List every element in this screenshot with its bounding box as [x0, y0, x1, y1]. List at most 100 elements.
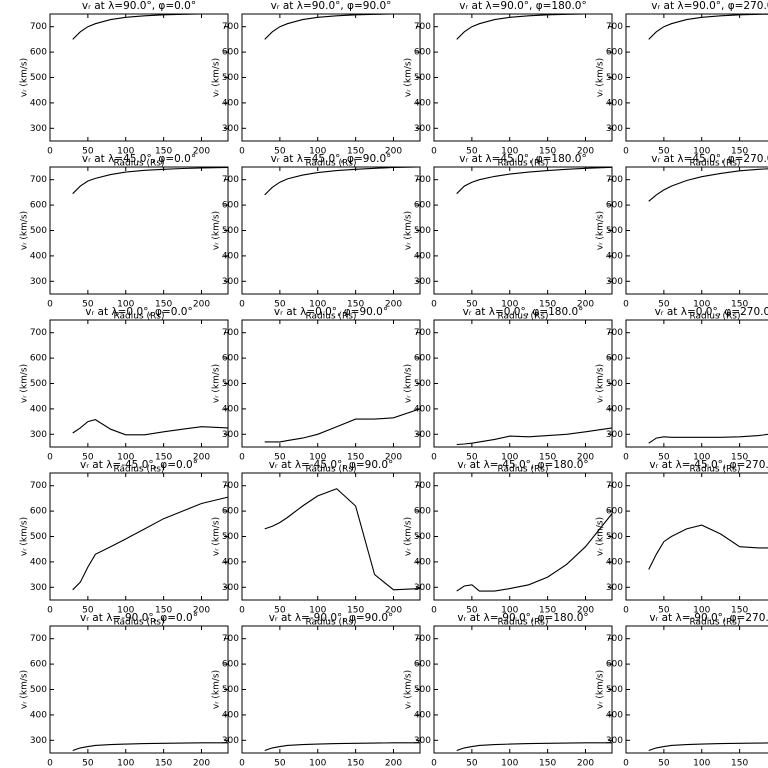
y-tick-label: 700 [606, 175, 623, 185]
y-axis-label: vᵣ (km/s) [596, 364, 606, 403]
y-tick-label: 700 [222, 328, 239, 338]
panel-title: vᵣ at λ=45.0°, φ=0.0° [82, 153, 196, 165]
panel: vᵣ at λ=0.0°, φ=180.0°Radius (Rs)vᵣ (km/… [404, 306, 613, 475]
x-tick-label: 150 [155, 147, 172, 157]
x-tick-label: 200 [385, 453, 402, 463]
y-tick-label: 300 [606, 430, 623, 440]
x-tick-label: 150 [539, 147, 556, 157]
x-tick-label: 50 [658, 300, 670, 310]
x-tick-label: 200 [193, 147, 210, 157]
y-tick-label: 400 [222, 98, 239, 108]
plot-frame [241, 625, 421, 754]
y-tick-label: 400 [606, 404, 623, 414]
y-tick-label: 700 [414, 22, 431, 32]
y-tick-label: 500 [606, 226, 623, 236]
y-axis-label: vᵣ (km/s) [20, 670, 30, 709]
x-tick-label: 150 [347, 147, 364, 157]
panel-title: vᵣ at λ=45.0°, φ=270.0° [651, 153, 768, 165]
panel-title: vᵣ at λ=45.0°, φ=90.0° [271, 153, 392, 165]
x-tick-label: 200 [193, 300, 210, 310]
y-tick-label: 500 [222, 379, 239, 389]
x-tick-label: 0 [47, 147, 53, 157]
y-tick-label: 500 [222, 226, 239, 236]
y-tick-label: 300 [222, 736, 239, 746]
x-tick-label: 0 [431, 300, 437, 310]
x-tick-label: 0 [47, 606, 53, 616]
x-tick-label: 0 [239, 606, 245, 616]
plot-frame [241, 13, 421, 142]
y-tick-label: 600 [414, 48, 431, 58]
x-tick-label: 200 [577, 453, 594, 463]
x-tick-label: 100 [501, 606, 518, 616]
data-line [264, 488, 421, 591]
y-tick-label: 600 [414, 354, 431, 364]
plot-frame [49, 625, 229, 754]
plot-frame [433, 472, 613, 601]
y-tick-label: 300 [30, 124, 47, 134]
x-tick-label: 150 [347, 759, 364, 768]
y-tick-label: 700 [30, 328, 47, 338]
x-tick-label: 150 [155, 606, 172, 616]
y-tick-label: 700 [414, 175, 431, 185]
y-tick-label: 400 [30, 557, 47, 567]
x-tick-label: 150 [155, 453, 172, 463]
panel: vᵣ at λ=-90.0°, φ=270.0°Radius (Rs) vᵣ (k… [596, 612, 768, 768]
y-tick-label: 600 [30, 507, 47, 517]
y-tick-label: 700 [222, 634, 239, 644]
y-tick-label: 600 [414, 201, 431, 211]
y-tick-label: 600 [606, 201, 623, 211]
y-tick-label: 600 [30, 354, 47, 364]
x-tick-label: 100 [501, 759, 518, 768]
data-line [72, 166, 229, 195]
y-tick-label: 500 [222, 532, 239, 542]
y-tick-label: 500 [30, 379, 47, 389]
y-tick-label: 600 [222, 354, 239, 364]
x-tick-label: 0 [431, 606, 437, 616]
panel: vᵣ at λ=45.0°, φ=270.0°Radius (Rs)vᵣ (km… [596, 153, 768, 322]
x-tick-label: 150 [155, 300, 172, 310]
y-tick-label: 400 [30, 404, 47, 414]
y-tick-label: 400 [606, 710, 623, 720]
y-tick-label: 600 [222, 201, 239, 211]
y-tick-label: 400 [414, 404, 431, 414]
y-tick-label: 400 [414, 251, 431, 261]
plot-frame [625, 166, 768, 295]
plot-frame [625, 319, 768, 448]
y-tick-label: 700 [606, 481, 623, 491]
x-tick-label: 200 [577, 606, 594, 616]
x-axis-label: Radius (Rs) [113, 618, 164, 628]
x-tick-label: 150 [731, 147, 748, 157]
y-axis-label: vᵣ (km/s) [596, 211, 606, 250]
y-tick-label: 400 [30, 98, 47, 108]
x-tick-label: 200 [385, 147, 402, 157]
x-axis-label: Radius (Rs) [305, 465, 356, 475]
plot-frame [49, 319, 229, 448]
panel: vᵣ at λ=-45.0°, φ=180.0°Radius (Rs)vᵣ (k… [404, 459, 613, 628]
y-tick-label: 700 [30, 22, 47, 32]
x-tick-label: 100 [309, 606, 326, 616]
x-tick-label: 150 [731, 453, 748, 463]
x-tick-label: 0 [239, 147, 245, 157]
x-tick-label: 50 [466, 147, 478, 157]
x-tick-label: 100 [309, 300, 326, 310]
panel: vᵣ at λ=-90.0°, φ=0.0°Radius (Rs) vᵣ (km/… [20, 612, 229, 768]
y-tick-label: 700 [414, 634, 431, 644]
y-tick-label: 500 [606, 532, 623, 542]
panel-title: vᵣ at λ=-45.0°, φ=180.0° [457, 459, 588, 471]
y-tick-label: 500 [414, 379, 431, 389]
data-line [648, 433, 768, 444]
x-tick-label: 50 [466, 300, 478, 310]
x-tick-label: 100 [117, 759, 134, 768]
x-axis-label: Radius (Rs) [497, 618, 548, 628]
x-tick-label: 100 [693, 759, 710, 768]
plot-frame [49, 472, 229, 601]
data-line [72, 13, 228, 40]
y-tick-label: 700 [30, 634, 47, 644]
y-tick-label: 300 [414, 124, 431, 134]
y-tick-label: 600 [414, 660, 431, 670]
y-tick-label: 700 [606, 22, 623, 32]
panel: vᵣ at λ=45.0°, φ=90.0°Radius (Rs)vᵣ (km/… [212, 153, 421, 322]
x-tick-label: 100 [693, 300, 710, 310]
y-tick-label: 500 [606, 73, 623, 83]
x-tick-label: 100 [117, 606, 134, 616]
